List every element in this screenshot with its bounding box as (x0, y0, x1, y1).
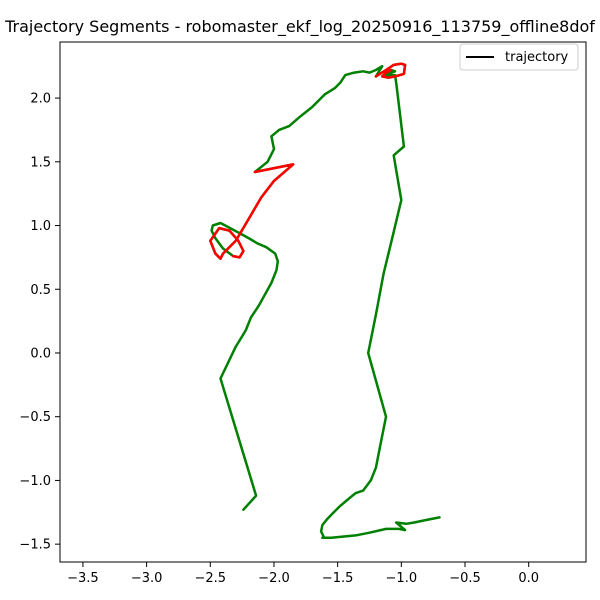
x-tick-label: −3.0 (131, 571, 163, 586)
trajectory-overlay (209, 62, 441, 540)
trajectory-line (209, 62, 440, 539)
y-tick-label: −1.0 (19, 474, 51, 489)
trajectory-highlight-segment-1 (209, 163, 295, 260)
y-tick-label: 2.0 (30, 92, 51, 107)
y-tick-label: 1.5 (30, 155, 51, 170)
x-tick-label: −0.5 (449, 571, 481, 586)
y-tick-label: 0.5 (30, 283, 51, 298)
plot-lines (209, 62, 441, 540)
y-tick-label: −0.5 (19, 410, 51, 425)
legend-label-trajectory: trajectory (505, 50, 569, 65)
x-tick-label: −3.5 (67, 571, 99, 586)
y-tick-label: 0.0 (30, 346, 51, 361)
x-tick-label: −2.5 (194, 571, 226, 586)
x-tick-label: −1.0 (386, 571, 418, 586)
legend: trajectory (459, 43, 579, 71)
y-axis: −1.5 −1.0 −0.5 0.0 0.5 1.0 1.5 2.0 (19, 92, 60, 553)
y-tick-label: −1.5 (19, 538, 51, 553)
legend-box (459, 43, 579, 71)
x-axis: −3.5 −3.0 −2.5 −2.0 −1.5 −1.0 −0.5 0.0 (67, 562, 539, 586)
y-tick-label: 1.0 (30, 219, 51, 234)
trajectory-highlight-segment-2 (374, 62, 407, 79)
x-tick-label: −2.0 (258, 571, 290, 586)
x-tick-label: 0.0 (518, 571, 539, 586)
chart-title: Trajectory Segments - robomaster_ekf_log… (4, 17, 595, 37)
x-tick-label: −1.5 (322, 571, 354, 586)
plot-frame (59, 41, 587, 563)
